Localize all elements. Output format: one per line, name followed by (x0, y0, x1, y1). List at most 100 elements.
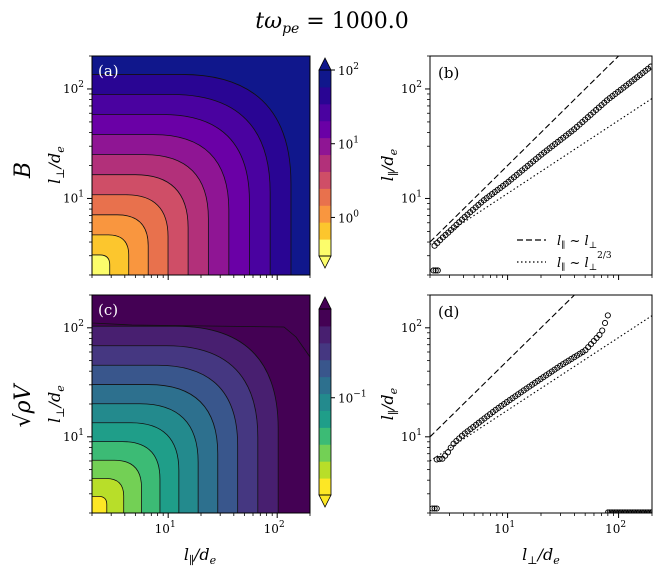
panel-d-data-point (444, 449, 452, 456)
panel-d-data-point (639, 509, 645, 513)
panel-d-data-point (616, 509, 622, 513)
panel-d-data-point (626, 509, 632, 513)
panel-a-colorbar-segment (319, 188, 331, 206)
panel-b-data-point (432, 267, 439, 274)
panel-a-colorbar-tick-label: 102 (338, 62, 359, 78)
panel-c-colorbar-segment (319, 325, 331, 344)
panel-c-xlabel: l∥/de (184, 545, 217, 567)
panel-d-xtick-label: 101 (494, 520, 515, 536)
panel-d-data-point (624, 509, 631, 513)
panel-b-ytick-label: 101 (401, 189, 422, 205)
panel-d-data-point (646, 509, 652, 513)
panel-d-data-point (604, 312, 611, 319)
panel-d-data-point (632, 509, 639, 513)
panel-c-letter: (c) (98, 301, 118, 319)
panel-d-data-point (605, 509, 611, 513)
panel-a-colorbar-segment (319, 222, 331, 240)
panel-d-ytick-label: 102 (401, 319, 422, 335)
panel-c-colorbar-segment (319, 444, 331, 462)
contour-band (92, 495, 108, 513)
legend-dotted-label: l∥ ~ l⊥2/3 (557, 251, 612, 273)
panel-a-colorbar-segment (319, 86, 331, 105)
contour-band (92, 254, 111, 275)
panel-d-data-point (647, 509, 652, 513)
panel-c-colorbar-segment (319, 342, 331, 361)
panel-d-data-point (436, 456, 443, 463)
panel-c-ytick-label: 101 (63, 428, 84, 444)
panel-d-reference-line-dotted (430, 315, 652, 462)
panel-b-data-point (647, 63, 652, 70)
panel-d-data-point (644, 509, 650, 513)
panel-c-xtick-label: 102 (264, 520, 285, 536)
panel-b-reference-line-dotted (430, 98, 652, 245)
panel-d-data-point (631, 509, 637, 513)
panel-d-scatter: 101 102 101 102 (d) l∥/de l⊥/de (378, 294, 653, 567)
panel-c-xtick-label: 101 (155, 520, 176, 536)
panel-d-data-point (599, 327, 606, 334)
panel-a-colorbar-segment (319, 154, 331, 172)
panel-d-data-point (636, 509, 642, 513)
panel-c-colorbar-tick-label: 10−1 (338, 390, 367, 406)
panel-a-ytick-label: 102 (63, 80, 84, 96)
panel-a-colorbar-extend-bottom (318, 255, 332, 269)
panel-c-colorbar-frame (318, 308, 332, 496)
panel-a-colorbar: 100 101 102 (318, 57, 359, 269)
panel-d-data-point (637, 509, 644, 513)
panel-c-colorbar-segment (319, 393, 331, 411)
panel-d-data-point (649, 509, 652, 513)
panel-b-marks (430, 56, 652, 274)
panel-c-colorbar-extend-bottom (318, 494, 332, 508)
panel-c-heatmap: 101 102 101 102 (c) l⊥/de l∥/de (45, 294, 311, 567)
panel-d-data-point (614, 509, 621, 513)
panel-c-contours (92, 295, 310, 513)
panel-d-ylabel: l∥/de (378, 387, 400, 420)
panel-d-data-point (601, 319, 609, 327)
panel-d-frame (429, 294, 653, 514)
panel-b-scatter: 101 102 (b) l∥/de l∥ ~ l⊥ l∥ ~ l⊥2/3 (378, 55, 653, 280)
panel-d-data-point (642, 509, 649, 513)
legend-dashed-label: l∥ ~ l⊥ (557, 234, 597, 251)
panel-a-heatmap: 101 102 (a) l⊥/de (45, 55, 311, 280)
panel-a-colorbar-extend-top (318, 57, 332, 71)
panel-d-data-point (608, 509, 614, 513)
panel-d-data-point (623, 509, 629, 513)
panel-d-data-point (610, 509, 616, 513)
panel-b-data-point (430, 267, 437, 274)
panel-b-ytick-label: 102 (401, 80, 422, 96)
panel-d-data-point (629, 509, 636, 513)
panel-d-data-point (613, 509, 619, 513)
panel-a-colorbar-segment (319, 205, 331, 223)
panel-d-data-point (628, 509, 634, 513)
panel-a-colorbar-segment (319, 120, 331, 139)
panel-d-xlabel: l⊥/de (522, 545, 560, 567)
panel-d-data-point (641, 509, 647, 513)
panel-d-reference-line-dashed (430, 295, 576, 438)
panel-c-colorbar: 10−1 (318, 296, 367, 508)
panel-c-colorbar-segment (319, 410, 331, 428)
panel-d-data-point (611, 509, 618, 513)
panel-c-colorbar-segment (319, 427, 331, 445)
panel-d-ytick-label: 101 (401, 428, 422, 444)
panel-c-colorbar-segment (319, 376, 331, 395)
panel-c-colorbar-segment (319, 478, 331, 496)
panel-b-reference-line-dashed (430, 56, 620, 243)
panel-d-data-point (606, 509, 613, 513)
panel-b-data-point (434, 267, 441, 274)
row-label-sqrt-rho-v: √ρV (11, 382, 36, 427)
panel-a-colorbar-segment (319, 137, 331, 156)
panel-a-letter: (a) (98, 62, 119, 80)
panel-a-colorbar-tick-label: 101 (338, 136, 359, 152)
row-label-b: B (11, 162, 36, 179)
panel-d-data-point (431, 505, 438, 512)
panel-a-colorbar-segment (319, 70, 331, 88)
panel-c-colorbar-extend-top (318, 296, 332, 310)
panel-b-letter: (b) (438, 64, 459, 82)
panel-a-contours (92, 56, 310, 275)
panel-c-colorbar-segment (319, 309, 331, 327)
panel-c-ytick-label: 102 (63, 319, 84, 335)
panel-d-data-point (447, 444, 454, 451)
panel-d-data-point (433, 505, 440, 512)
panel-a-colorbar-tick-label: 100 (338, 209, 359, 225)
contour-band (92, 295, 310, 358)
panel-d-data-point (618, 509, 624, 513)
